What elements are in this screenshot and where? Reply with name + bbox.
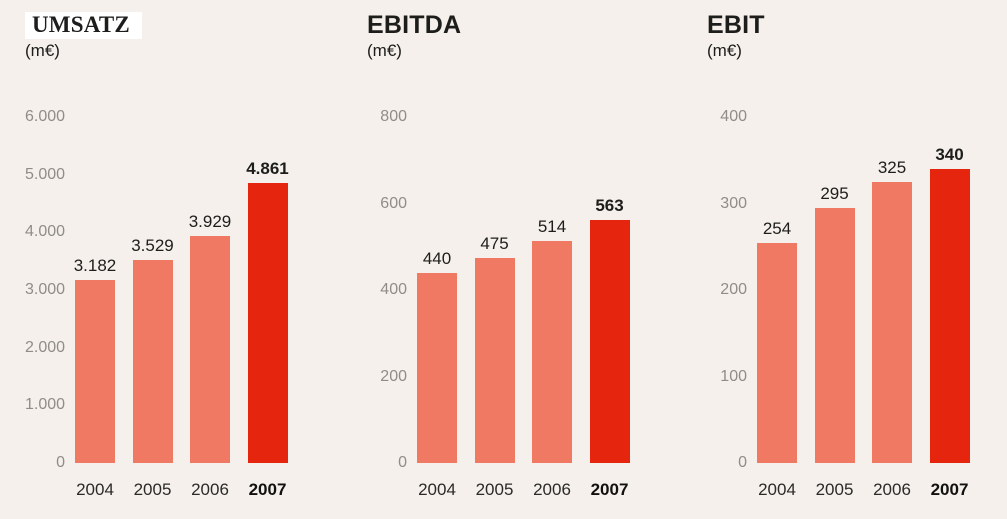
plot-area: 800 600 400 200 0 440 475 514 563	[367, 108, 667, 471]
ebitda-chart: EBITDA (m€) 800 600 400 200 0 440 475 514 563 2…	[367, 0, 667, 519]
x-tick-label-2005: 2005	[133, 480, 172, 499]
y-tick-label: 0	[56, 454, 65, 471]
bar-value-label: 514	[537, 216, 567, 236]
y-tick-label: 4.000	[25, 223, 66, 241]
chart-title: EBIT	[707, 11, 765, 39]
x-tick-label-2007: 2007	[248, 480, 287, 499]
bar-2005	[474, 257, 515, 463]
x-tick-label-2006: 2006	[873, 480, 911, 499]
bar-value-label: 4.861	[246, 158, 289, 178]
y-tick-label: 0	[398, 454, 407, 471]
ebit-chart: EBIT (m€) 400 300 200 100 0 254 295 325 340 200…	[707, 0, 1007, 519]
x-tick-label-2005: 2005	[815, 480, 854, 499]
bar-value-label: 3.529	[131, 235, 174, 255]
bar-2004	[75, 279, 115, 463]
x-tick-label-2006: 2006	[191, 480, 229, 499]
bar-2007	[929, 168, 970, 463]
y-tick-label: 300	[720, 194, 747, 212]
bar-value-label: 295	[820, 183, 849, 203]
chart-unit-label: (m€)	[367, 41, 402, 60]
bar-2007	[589, 219, 630, 463]
y-tick-label: 0	[738, 454, 747, 471]
chart-unit-label: (m€)	[707, 41, 742, 60]
bar-value-label: 254	[762, 219, 792, 239]
bar-2005	[132, 259, 173, 463]
bar-value-label: 440	[422, 248, 452, 268]
x-axis: 2004 2005 2006 2007	[25, 480, 325, 502]
bar-2006	[532, 240, 572, 463]
x-tick-label-2005: 2005	[475, 480, 514, 499]
chart-unit-label: (m€)	[25, 41, 60, 60]
y-tick-label: 100	[720, 367, 747, 385]
bar-value-label: 340	[935, 144, 964, 164]
bar-2004	[417, 272, 457, 463]
y-tick-label: 600	[380, 194, 407, 212]
chart-title: UMSATZ	[25, 12, 142, 39]
bar-value-label: 475	[480, 233, 509, 253]
x-tick-label-2004: 2004	[76, 480, 114, 499]
y-tick-label: 400	[720, 108, 747, 125]
y-tick-label: 200	[720, 281, 747, 298]
y-tick-label: 5.000	[25, 165, 66, 183]
bar-2007	[247, 182, 288, 463]
plot-area: 400 300 200 100 0 254 295 325 340	[707, 108, 1007, 471]
bar-2006	[190, 236, 230, 463]
x-tick-label-2004: 2004	[758, 480, 796, 499]
umsatz-chart: UMSATZ (m€) 6.000 5.000 4.000 3.000 2.000 1.0…	[25, 0, 325, 519]
y-tick-label: 800	[380, 108, 407, 125]
chart-header: EBIT (m€)	[707, 12, 765, 61]
plot-area: 6.000 5.000 4.000 3.000 2.000 1.000 0 3.182 3.5…	[25, 108, 325, 471]
bar-value-label: 3.182	[73, 255, 117, 275]
bar-2006	[872, 181, 912, 463]
bar-2004	[757, 243, 797, 463]
bar-value-label: 3.929	[188, 212, 232, 232]
chart-header: EBITDA (m€)	[367, 12, 461, 61]
x-tick-label-2007: 2007	[930, 480, 969, 499]
bar-value-label: 563	[595, 195, 624, 215]
y-tick-label: 1.000	[25, 396, 66, 414]
y-tick-label: 3.000	[25, 281, 66, 298]
x-axis: 2004 2005 2006 2007	[367, 480, 667, 502]
x-axis: 2004 2005 2006 2007	[707, 480, 1007, 502]
y-tick-label: 400	[380, 281, 407, 298]
bar-value-label: 325	[877, 157, 907, 177]
bar-2005	[814, 207, 855, 463]
x-tick-label-2006: 2006	[533, 480, 571, 499]
y-tick-label: 6.000	[25, 108, 66, 125]
x-tick-label-2004: 2004	[418, 480, 456, 499]
y-tick-label: 2.000	[25, 338, 66, 356]
chart-header: UMSATZ (m€)	[25, 12, 142, 61]
x-tick-label-2007: 2007	[590, 480, 629, 499]
chart-title: EBITDA	[367, 11, 462, 39]
y-tick-label: 200	[380, 367, 407, 385]
